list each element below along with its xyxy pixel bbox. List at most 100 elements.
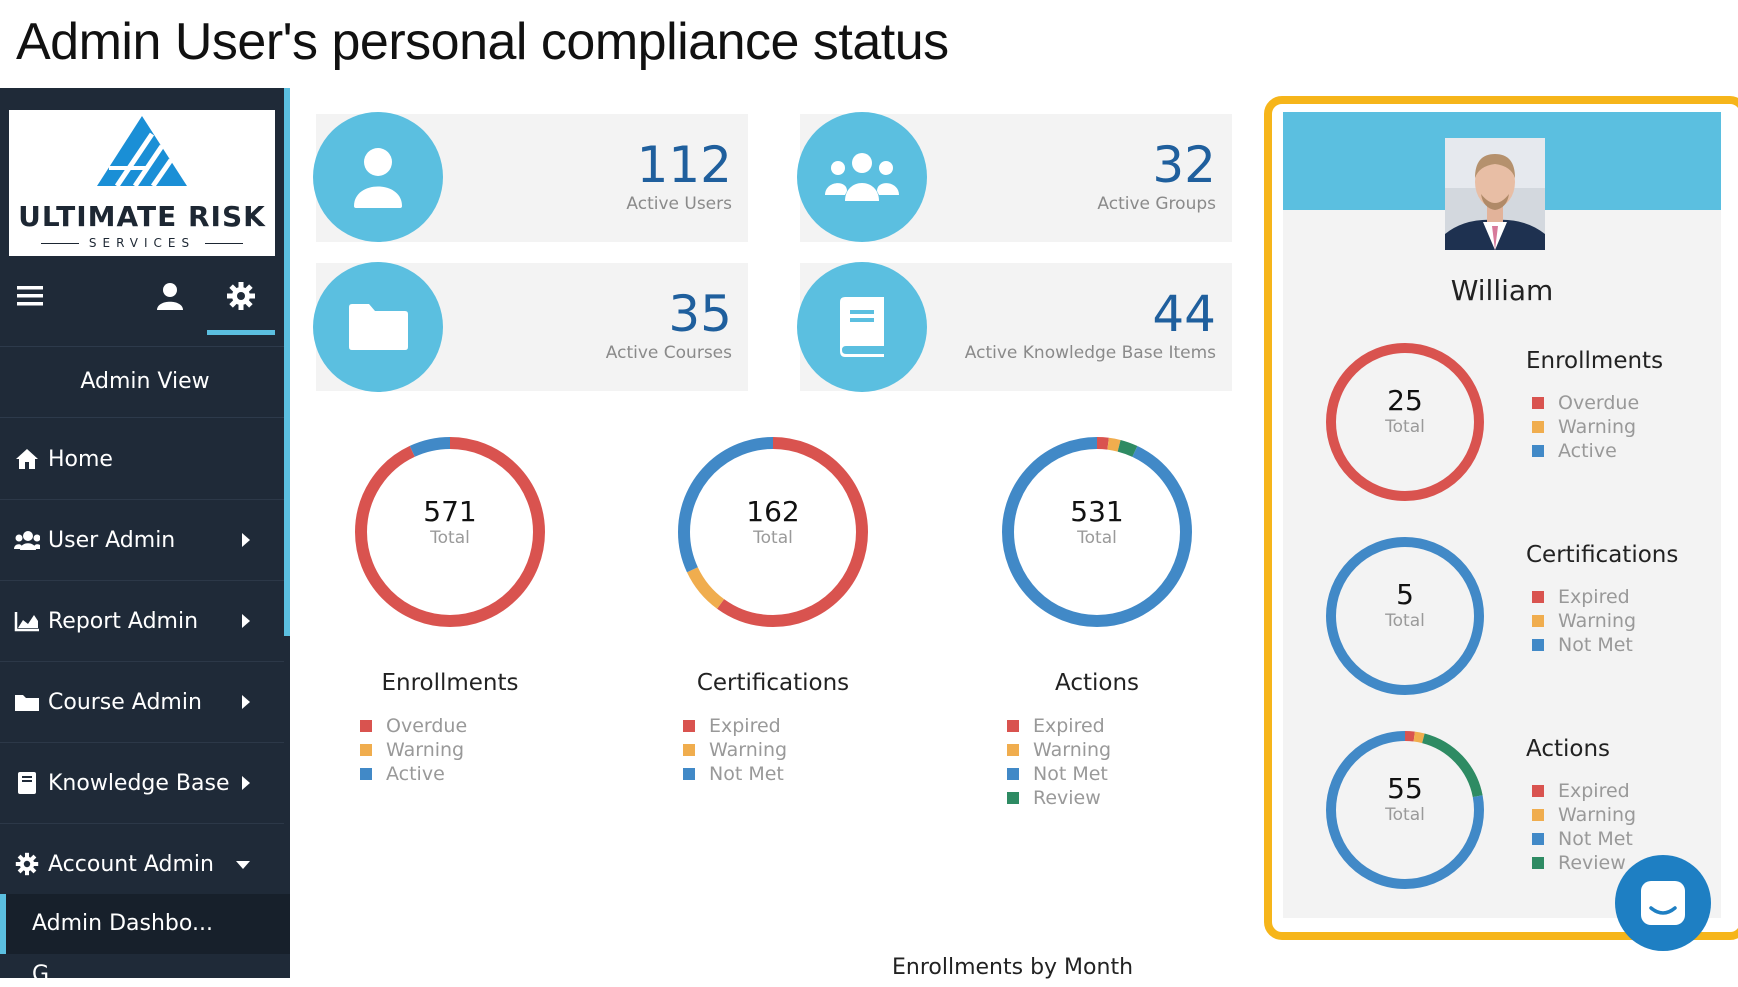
folder-icon	[14, 689, 40, 715]
profile-donut-actions[interactable]: 55 Total	[1325, 730, 1485, 890]
profile-donut-certifications[interactable]: 5 Total	[1325, 536, 1485, 696]
user-icon	[313, 112, 443, 242]
logo-wordmark: ULTIMATE RISK	[18, 200, 266, 233]
donut-total-label: Total	[1385, 611, 1425, 631]
chat-launcher-button[interactable]	[1615, 855, 1711, 951]
chart-title: Actions	[1526, 736, 1611, 762]
chart-title: Enrollments	[381, 670, 519, 696]
legend-item: Not Met	[683, 762, 787, 786]
donut-segment-not-met[interactable]	[1002, 437, 1192, 627]
legend-item: Active	[1532, 439, 1639, 463]
chart-title: Actions	[1054, 670, 1139, 696]
chevron-right-icon	[242, 614, 250, 628]
gear-icon	[14, 851, 40, 877]
donut-total-value: 55	[1387, 772, 1423, 805]
chart-title: Enrollments	[1526, 348, 1664, 374]
sidebar-subitem-label: Admin Dashbo...	[32, 911, 213, 936]
chart-icon	[14, 608, 40, 634]
donut-total-value: 571	[423, 495, 477, 528]
chevron-right-icon	[242, 695, 250, 709]
legend-item: Not Met	[1532, 827, 1636, 851]
sidebar-item-label: Home	[48, 446, 113, 472]
users-icon	[14, 527, 40, 553]
group-icon	[797, 112, 927, 242]
sidebar-scrollbar[interactable]	[284, 88, 290, 636]
legend-item: Review	[1532, 851, 1636, 875]
stat-value: 35	[668, 285, 732, 343]
gear-icon[interactable]	[221, 276, 261, 316]
donut-total-label: Total	[1077, 528, 1117, 548]
sidebar-item-user-admin[interactable]: User Admin	[0, 500, 284, 581]
legend-item: Warning	[683, 738, 787, 762]
legend-item: Warning	[1532, 803, 1636, 827]
sidebar-subitem-next[interactable]: G...	[32, 962, 71, 987]
chart-legend: Expired Warning Not Met Review	[1007, 714, 1111, 810]
home-icon	[14, 446, 40, 472]
legend-item: Expired	[1532, 585, 1636, 609]
sidebar-item-home[interactable]: Home	[0, 419, 284, 500]
stat-value: 32	[1152, 136, 1216, 194]
mountain-logo-icon	[97, 116, 187, 188]
stat-value: 44	[1152, 285, 1216, 343]
chart-legend: Overdue Warning Active	[1532, 391, 1639, 463]
donut-total-value: 25	[1387, 384, 1423, 417]
donut-total-label: Total	[1385, 417, 1425, 437]
legend-item: Warning	[1532, 609, 1636, 633]
legend-item: Warning	[1007, 738, 1111, 762]
hamburger-icon[interactable]	[10, 276, 50, 316]
donut-total-label: Total	[1385, 805, 1425, 825]
user-icon[interactable]	[150, 276, 190, 316]
sidebar: ULTIMATE RISK SERVICES Admin View Home U…	[0, 88, 290, 978]
stat-value: 112	[636, 136, 732, 194]
donut-segment-active[interactable]	[355, 437, 545, 627]
sidebar-item-label: Knowledge Base	[48, 770, 230, 796]
sidebar-item-course-admin[interactable]: Course Admin	[0, 662, 284, 743]
legend-item: Not Met	[1007, 762, 1111, 786]
avatar[interactable]	[1445, 138, 1545, 250]
sidebar-item-label: User Admin	[48, 527, 176, 553]
legend-item: Review	[1007, 786, 1111, 810]
donut-segment-overdue[interactable]	[1326, 343, 1484, 501]
legend-item: Overdue	[1532, 391, 1639, 415]
legend-item: Expired	[683, 714, 787, 738]
donut-total-label: Total	[753, 528, 793, 548]
chart-legend: Expired Warning Not Met	[683, 714, 787, 786]
chart-title: Certifications	[696, 670, 850, 696]
chart-legend: Overdue Warning Active	[360, 714, 467, 786]
folder-icon	[313, 262, 443, 392]
donut-total-value: 162	[746, 495, 800, 528]
donut-total-value: 5	[1396, 578, 1414, 611]
book-icon	[14, 770, 40, 796]
chevron-right-icon	[242, 776, 250, 790]
legend-item: Expired	[1532, 779, 1636, 803]
view-label: Admin View	[0, 346, 290, 418]
company-logo[interactable]: ULTIMATE RISK SERVICES	[9, 110, 275, 256]
sidebar-item-account-admin[interactable]: Account Admin	[0, 824, 284, 905]
sidebar-item-label: Report Admin	[48, 608, 199, 634]
legend-item: Expired	[1007, 714, 1111, 738]
legend-item: Warning	[360, 738, 467, 762]
stat-label: Active Knowledge Base Items	[964, 343, 1216, 363]
chart-legend: Expired Warning Not Met Review	[1532, 779, 1636, 875]
sidebar-subitem-admin-dashboard[interactable]: Admin Dashbo...	[0, 894, 290, 954]
slide-title: Admin User's personal compliance status	[16, 13, 949, 71]
stat-label: Active Users	[626, 194, 732, 214]
stat-label: Active Courses	[605, 343, 732, 363]
legend-item: Active	[360, 762, 467, 786]
donut-segment-not-met[interactable]	[1326, 537, 1484, 695]
avatar-photo	[1445, 138, 1545, 250]
donut-segment-not-met[interactable]	[678, 437, 868, 627]
chevron-right-icon	[242, 533, 250, 547]
logo-subtitle: SERVICES	[88, 236, 196, 250]
sidebar-item-report-admin[interactable]: Report Admin	[0, 581, 284, 662]
donut-certifications[interactable]: 162 Total	[674, 433, 872, 631]
sidebar-item-knowledge-base[interactable]: Knowledge Base	[0, 743, 284, 824]
profile-donut-enrollments[interactable]: 25 Total	[1325, 342, 1485, 502]
sidebar-toolbar	[0, 268, 284, 340]
book-icon	[797, 262, 927, 392]
active-tab-indicator	[207, 330, 275, 335]
donut-enrollments[interactable]: 571 Total	[351, 433, 549, 631]
donut-total-value: 531	[1070, 495, 1124, 528]
donut-segment-not-met[interactable]	[1326, 731, 1484, 889]
donut-actions[interactable]: 531 Total	[998, 433, 1196, 631]
